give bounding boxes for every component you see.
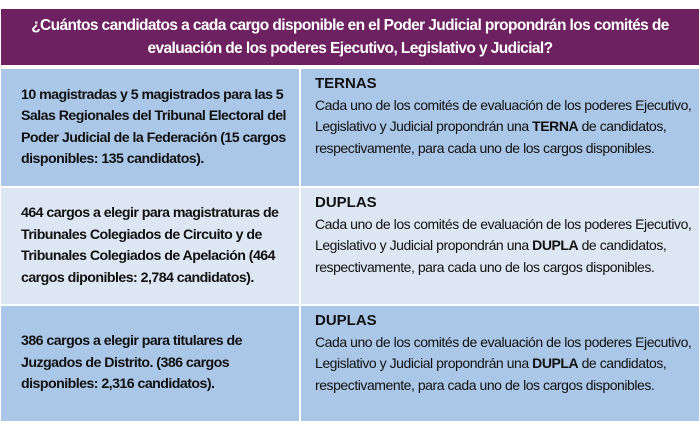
text-emphasis: DUPLA [532, 237, 579, 253]
table-row: 386 cargos a elegir para titulares de Ju… [1, 306, 699, 421]
text-before: Cada uno de los comités de evaluación de… [315, 96, 692, 135]
text-after: de candidatos, respectivamente, para cad… [315, 355, 667, 393]
table-row: 10 magistradas y 5 magistrados para las … [1, 69, 699, 186]
proposal-text: Cada uno de los comités de evaluación de… [315, 95, 699, 160]
proposal-cell: DUPLAS Cada uno de los comités de evalua… [301, 188, 699, 304]
proposal-heading: DUPLAS [315, 312, 377, 329]
position-description: 464 cargos a elegir para magistraturas d… [1, 188, 301, 304]
text-emphasis: TERNA [532, 118, 579, 134]
table-row: 464 cargos a elegir para magistraturas d… [1, 188, 699, 304]
title-text: ¿Cuántos candidatos a cada cargo disponi… [31, 17, 669, 57]
position-description: 10 magistradas y 5 magistrados para las … [1, 69, 301, 186]
proposal-text: Cada uno de los comités de evaluación de… [315, 214, 699, 279]
text-before: Cada uno de los comités de evaluación de… [315, 333, 692, 372]
text-before: Cada uno de los comités de evaluación de… [315, 215, 692, 254]
proposal-heading: TERNAS [315, 75, 377, 92]
proposal-cell: DUPLAS Cada uno de los comités de evalua… [301, 306, 699, 421]
proposal-cell: TERNAS Cada uno de los comités de evalua… [301, 69, 699, 186]
proposal-text: Cada uno de los comités de evaluación de… [315, 332, 699, 397]
text-emphasis: DUPLA [532, 355, 579, 371]
position-description: 386 cargos a elegir para titulares de Ju… [1, 306, 301, 421]
table-title: ¿Cuántos candidatos a cada cargo disponi… [1, 9, 699, 65]
proposal-heading: DUPLAS [315, 194, 377, 211]
text-after: de candidatos, respectivamente, para cad… [315, 118, 667, 156]
text-after: de candidatos, respectivamente, para cad… [315, 237, 667, 275]
